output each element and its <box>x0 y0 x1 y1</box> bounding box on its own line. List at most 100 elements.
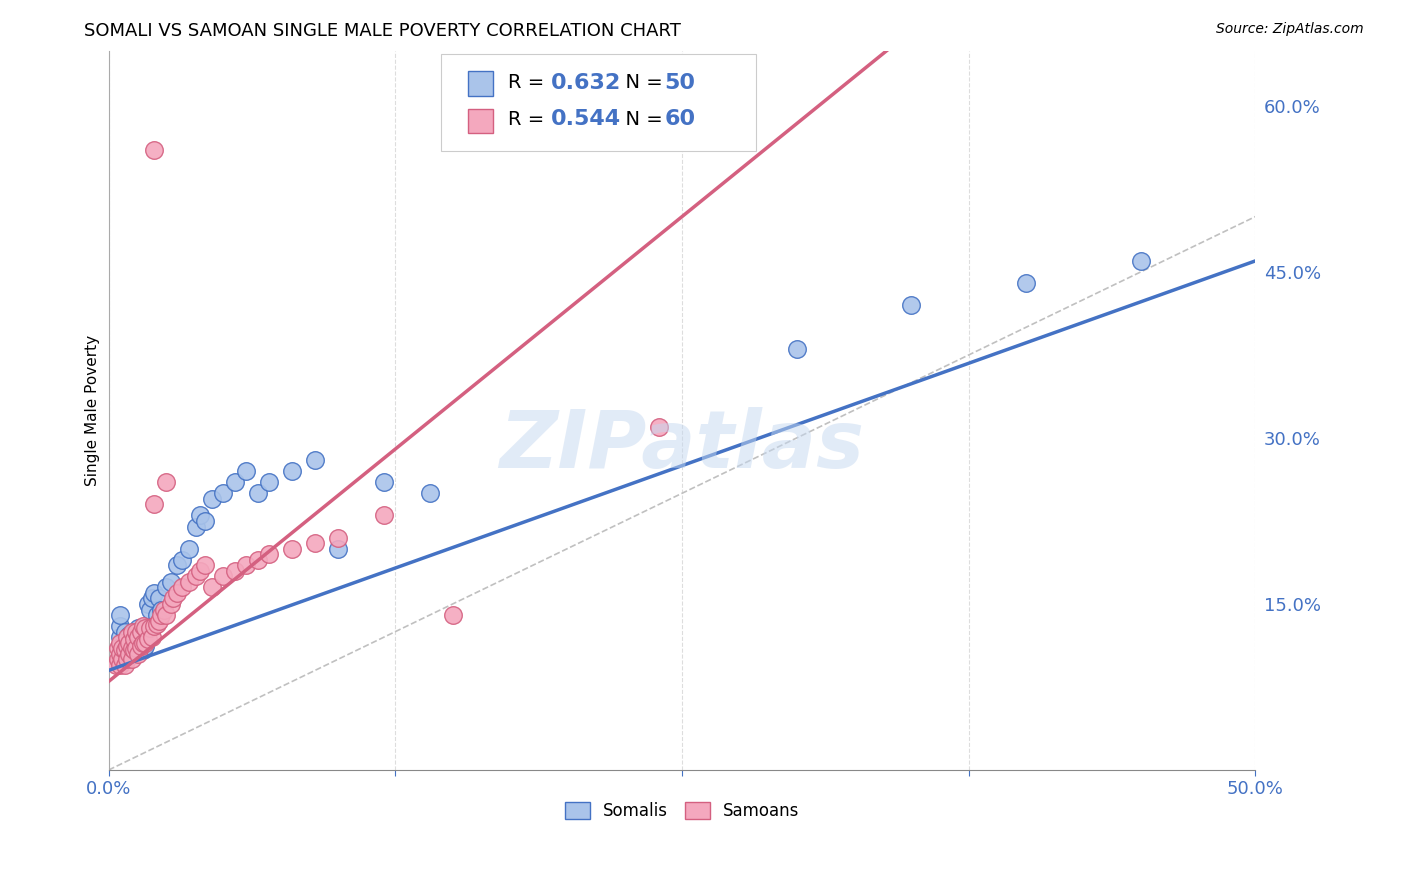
Point <box>114 624 136 639</box>
Point <box>162 591 184 606</box>
Text: 50: 50 <box>665 72 696 93</box>
Point <box>115 652 138 666</box>
Point <box>786 343 808 357</box>
Point <box>177 574 200 589</box>
Point <box>114 641 136 656</box>
Point <box>184 569 207 583</box>
Point <box>143 497 166 511</box>
Point <box>201 491 224 506</box>
Text: Source: ZipAtlas.com: Source: ZipAtlas.com <box>1216 22 1364 37</box>
Legend: Somalis, Samoans: Somalis, Samoans <box>558 795 806 826</box>
Point <box>159 597 181 611</box>
Point <box>129 639 152 653</box>
Point <box>115 630 138 644</box>
Point <box>114 657 136 672</box>
Text: N =: N = <box>613 110 669 128</box>
Y-axis label: Single Male Poverty: Single Male Poverty <box>86 334 100 486</box>
Point <box>118 647 141 661</box>
Point <box>108 657 131 672</box>
Point <box>190 508 212 523</box>
Text: R =: R = <box>508 73 550 92</box>
Point <box>108 647 131 661</box>
Point <box>281 464 304 478</box>
Point <box>150 608 173 623</box>
Point <box>419 486 441 500</box>
Point <box>155 475 177 490</box>
Point <box>125 641 148 656</box>
Point <box>104 657 127 672</box>
Point <box>136 597 159 611</box>
Text: SOMALI VS SAMOAN SINGLE MALE POVERTY CORRELATION CHART: SOMALI VS SAMOAN SINGLE MALE POVERTY COR… <box>84 22 682 40</box>
Text: R =: R = <box>508 110 550 128</box>
Point <box>143 586 166 600</box>
Point <box>141 591 163 606</box>
Point <box>281 541 304 556</box>
Point <box>132 643 155 657</box>
Point <box>194 558 217 573</box>
Point <box>148 591 170 606</box>
Point <box>125 641 148 656</box>
Point <box>134 639 156 653</box>
Point <box>235 558 257 573</box>
Point <box>1015 276 1038 290</box>
Point <box>201 581 224 595</box>
Point <box>155 581 177 595</box>
Point <box>108 630 131 644</box>
Point <box>159 574 181 589</box>
Point <box>141 630 163 644</box>
Point <box>108 636 131 650</box>
Point <box>190 564 212 578</box>
Point <box>246 553 269 567</box>
Point <box>115 647 138 661</box>
Point <box>177 541 200 556</box>
Point <box>115 632 138 647</box>
Point <box>122 643 145 657</box>
Point <box>118 639 141 653</box>
Point <box>121 624 143 639</box>
Point <box>326 541 349 556</box>
Point <box>304 536 326 550</box>
Point <box>166 558 188 573</box>
Point <box>235 464 257 478</box>
Point <box>150 602 173 616</box>
FancyBboxPatch shape <box>441 54 756 152</box>
Point <box>108 619 131 633</box>
Point <box>121 643 143 657</box>
Point <box>118 636 141 650</box>
Point <box>115 639 138 653</box>
Text: 0.544: 0.544 <box>551 110 621 129</box>
Point <box>257 547 280 561</box>
Point <box>212 569 235 583</box>
Point <box>246 486 269 500</box>
Text: N =: N = <box>613 73 669 92</box>
Point <box>121 636 143 650</box>
Point <box>194 514 217 528</box>
Point <box>304 453 326 467</box>
Text: 0.632: 0.632 <box>551 72 621 93</box>
Point <box>184 519 207 533</box>
Point <box>134 621 156 635</box>
Point <box>170 553 193 567</box>
Point <box>143 619 166 633</box>
Point <box>648 420 671 434</box>
Point <box>155 608 177 623</box>
Point <box>127 647 149 661</box>
Point <box>122 632 145 647</box>
Point <box>146 616 169 631</box>
Point <box>326 531 349 545</box>
Point <box>170 581 193 595</box>
Point <box>257 475 280 490</box>
Point <box>1129 254 1152 268</box>
Point <box>152 602 174 616</box>
Point <box>107 652 129 666</box>
Point <box>148 614 170 628</box>
Point <box>224 564 246 578</box>
Point <box>127 636 149 650</box>
FancyBboxPatch shape <box>468 109 492 134</box>
Point <box>212 486 235 500</box>
Point <box>107 641 129 656</box>
Point <box>132 619 155 633</box>
Point <box>118 628 141 642</box>
Point <box>121 652 143 666</box>
Point <box>143 143 166 157</box>
